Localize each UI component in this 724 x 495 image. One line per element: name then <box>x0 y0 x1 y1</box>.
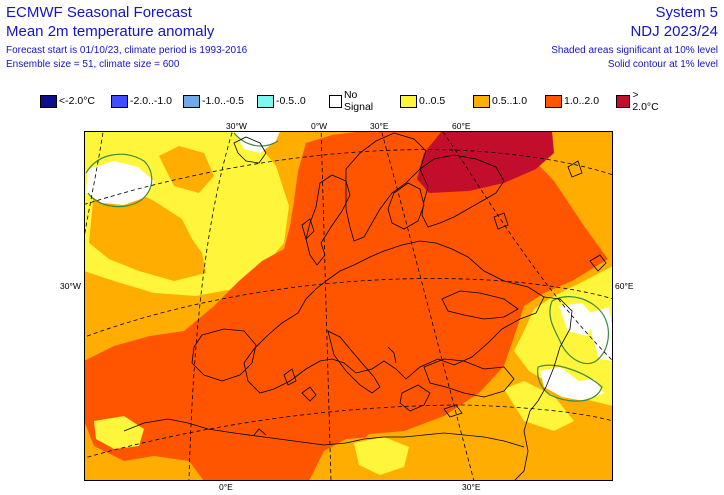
map-frame <box>84 131 613 481</box>
forecast-info: Forecast start is 01/10/23, climate peri… <box>6 45 248 56</box>
legend-label: -0.5..0 <box>276 95 306 107</box>
legend-item-0-05: 0..0.5 <box>400 93 445 109</box>
temperature-anomaly-map <box>84 131 613 481</box>
lat-label-right-60e: 60°E <box>615 281 634 291</box>
legend-swatch <box>40 94 57 108</box>
legend-swatch <box>400 94 417 108</box>
significance-contour-4 <box>537 364 603 402</box>
lon-label-top-30w: 30°W <box>226 121 247 131</box>
legend-item-lt-minus2: <-2.0°C <box>40 93 95 109</box>
significance-contour-2 <box>233 132 279 147</box>
system-label: System 5 <box>655 4 718 21</box>
legend-label: No Signal <box>343 89 374 113</box>
significance-contour <box>85 153 153 208</box>
lon-label-bottom-30e: 30°E <box>462 482 481 492</box>
lon-label-top-30e: 30°E <box>370 121 389 131</box>
no-signal-area-atlantic <box>86 161 154 205</box>
legend-swatch <box>257 94 274 108</box>
graticule <box>84 131 613 481</box>
legend-item-1-2: 1.0..2.0 <box>545 93 599 109</box>
legend-item-minus1-minus05: -1.0..-0.5 <box>183 93 244 109</box>
significance-10-note: Shaded areas significant at 10% level <box>551 45 718 56</box>
map-subtitle: Mean 2m temperature anomaly <box>6 23 215 40</box>
legend-item-gt-2: > 2.0°C <box>616 89 661 113</box>
east-yellow-area-2 <box>504 381 574 431</box>
legend-swatch <box>616 94 631 108</box>
legend-swatch <box>183 94 200 108</box>
significance-1-note: Solid contour at 1% level <box>607 59 718 70</box>
legend-label: > 2.0°C <box>632 89 659 113</box>
no-signal-area-caspian <box>540 367 604 401</box>
arctic-warm-signal <box>417 131 554 193</box>
lon-label-bottom-0e: 0°E <box>219 482 233 492</box>
legend-swatch <box>111 94 128 108</box>
map-title: ECMWF Seasonal Forecast <box>6 4 192 21</box>
legend-label: -2.0..-1.0 <box>130 95 173 107</box>
legend-swatch <box>473 94 490 108</box>
ensemble-info: Ensemble size = 51, climate size = 600 <box>6 59 180 70</box>
legend-item-minus2-minus1: -2.0..-1.0 <box>111 93 172 109</box>
legend-label: 1.0..2.0 <box>564 95 600 107</box>
legend-label: <-2.0°C <box>59 95 96 107</box>
legend-item-minus05-0: -0.5..0 <box>257 93 306 109</box>
period-label: NDJ 2023/24 <box>630 23 718 40</box>
no-signal-area-east-2 <box>589 307 613 361</box>
atlantic-orange-patch <box>89 186 206 281</box>
coastlines <box>123 132 607 481</box>
legend-swatch <box>329 94 342 108</box>
legend-swatch <box>545 94 562 108</box>
significance-contour-3 <box>549 296 610 365</box>
legend-label: 0.5..1.0 <box>492 95 528 107</box>
lon-label-top-60e: 60°E <box>452 121 471 131</box>
atlantic-orange-patch-2 <box>159 146 214 193</box>
legend-label: 0..0.5 <box>419 95 446 107</box>
legend-item-no-signal: No Signal <box>329 89 377 113</box>
legend-label: -1.0..-0.5 <box>202 95 245 107</box>
lon-label-top-0w: 0°W <box>311 121 328 131</box>
south-yellow-area <box>94 416 144 449</box>
legend-item-05-1: 0.5..1.0 <box>473 93 527 109</box>
lat-label-left-30w: 30°W <box>60 281 81 291</box>
north-africa-yellow-area <box>354 437 409 475</box>
